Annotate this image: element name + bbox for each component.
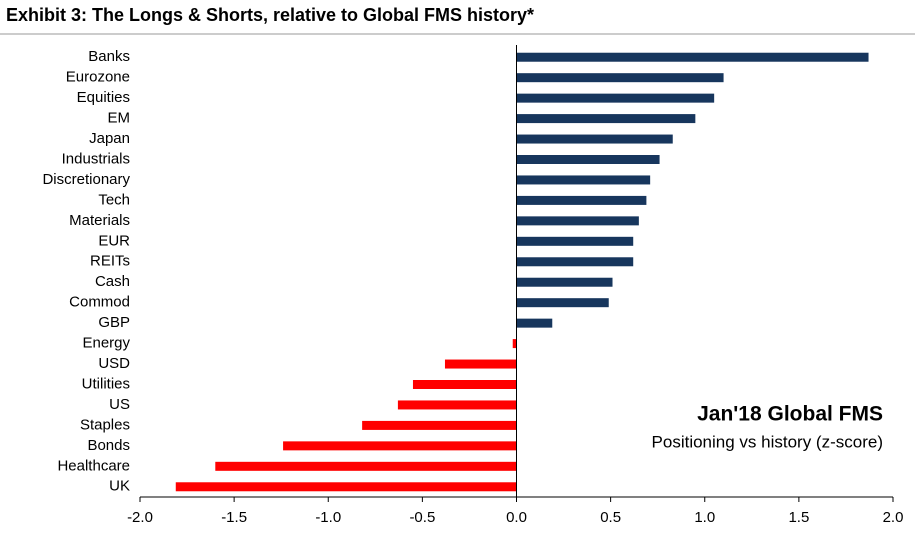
y-tick-label: Staples xyxy=(80,416,130,433)
bar xyxy=(412,380,517,389)
bar xyxy=(516,216,639,226)
bar xyxy=(215,461,517,471)
bar xyxy=(516,236,634,246)
y-tick-label: Bonds xyxy=(87,437,130,454)
y-tick-label: USD xyxy=(98,355,130,372)
bar xyxy=(283,441,517,451)
chart-title: Exhibit 3: The Longs & Shorts, relative … xyxy=(6,5,534,25)
y-tick-label: Cash xyxy=(95,273,130,290)
annotation-title: Jan'18 Global FMS xyxy=(697,403,883,426)
annotation-subtitle: Positioning vs history (z-score) xyxy=(652,432,883,451)
y-tick-label: US xyxy=(109,396,130,413)
bar xyxy=(516,195,647,205)
y-tick-label: Utilities xyxy=(82,375,130,392)
y-tick-label: EUR xyxy=(98,232,130,249)
bar xyxy=(516,257,634,267)
y-tick-label: Japan xyxy=(89,130,130,147)
x-tick-label: 2.0 xyxy=(883,509,904,526)
bar xyxy=(516,298,609,308)
x-tick-label: 0.0 xyxy=(506,509,527,526)
y-tick-label: UK xyxy=(109,478,130,495)
x-tick-label: 1.5 xyxy=(788,509,809,526)
y-tick-label: Eurozone xyxy=(66,69,130,86)
bar xyxy=(516,73,724,83)
bar xyxy=(516,318,553,328)
bar xyxy=(516,93,715,103)
bar xyxy=(516,175,651,185)
bar xyxy=(175,482,517,492)
y-tick-label: Equities xyxy=(77,89,130,106)
y-tick-label: Industrials xyxy=(62,150,130,167)
bar xyxy=(516,114,696,124)
y-tick-label: REITs xyxy=(90,253,130,270)
bar xyxy=(397,400,517,410)
y-tick-label: Healthcare xyxy=(57,457,130,474)
x-tick-label: -1.5 xyxy=(221,509,247,526)
y-tick-label: Energy xyxy=(82,335,130,352)
bar xyxy=(516,52,869,62)
bar xyxy=(516,134,673,144)
y-tick-label: Discretionary xyxy=(42,171,130,188)
x-tick-label: -2.0 xyxy=(127,509,153,526)
x-tick-label: -0.5 xyxy=(409,509,435,526)
x-tick-label: 0.5 xyxy=(600,509,621,526)
y-tick-label: Tech xyxy=(98,191,130,208)
y-tick-label: EM xyxy=(108,110,131,127)
y-tick-label: GBP xyxy=(98,314,130,331)
y-tick-label: Materials xyxy=(69,212,130,229)
y-tick-label: Banks xyxy=(88,48,130,65)
bar xyxy=(516,277,613,287)
bar xyxy=(516,155,660,164)
y-tick-label: Commod xyxy=(69,294,130,311)
bar xyxy=(512,339,517,349)
x-tick-label: -1.0 xyxy=(315,509,341,526)
x-tick-label: 1.0 xyxy=(694,509,715,526)
bar xyxy=(362,420,517,430)
bar xyxy=(444,359,517,369)
